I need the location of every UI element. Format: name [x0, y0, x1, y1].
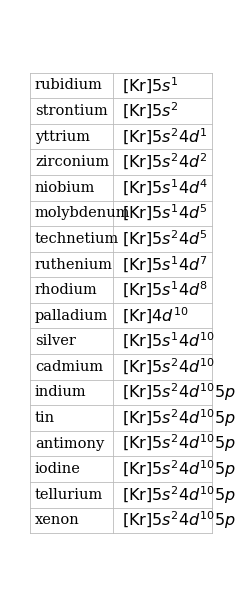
Text: $\mathrm{[Kr]5}s^{2}\mathrm{4}d^{2}$: $\mathrm{[Kr]5}s^{2}\mathrm{4}d^{2}$ — [122, 152, 208, 172]
Text: rhodium: rhodium — [35, 283, 98, 297]
Text: $\mathrm{[Kr]5}s^{2}\mathrm{4}d^{10}\mathrm{5}p^{5}$: $\mathrm{[Kr]5}s^{2}\mathrm{4}d^{10}\mat… — [122, 458, 236, 480]
Text: $\mathrm{[Kr]5}s^{2}\mathrm{4}d^{10}\mathrm{5}p^{4}$: $\mathrm{[Kr]5}s^{2}\mathrm{4}d^{10}\mat… — [122, 484, 236, 505]
Text: $\mathrm{[Kr]5}s^{1}\mathrm{4}d^{10}$: $\mathrm{[Kr]5}s^{1}\mathrm{4}d^{10}$ — [122, 331, 215, 351]
Text: zirconium: zirconium — [35, 155, 109, 169]
Text: $\mathrm{[Kr]5}s^{2}\mathrm{4}d^{10}\mathrm{5}p^{2}$: $\mathrm{[Kr]5}s^{2}\mathrm{4}d^{10}\mat… — [122, 407, 236, 429]
Text: tellurium: tellurium — [35, 488, 103, 502]
Text: $\mathrm{[Kr]5}s^{1}\mathrm{4}d^{4}$: $\mathrm{[Kr]5}s^{1}\mathrm{4}d^{4}$ — [122, 178, 208, 198]
Text: palladium: palladium — [35, 309, 108, 323]
Text: antimony: antimony — [35, 437, 104, 450]
Text: $\mathrm{[Kr]5}s^{2}\mathrm{4}d^{10}\mathrm{5}p^{1}$: $\mathrm{[Kr]5}s^{2}\mathrm{4}d^{10}\mat… — [122, 382, 236, 403]
Text: $\mathrm{[Kr]5}s^{1}\mathrm{4}d^{7}$: $\mathrm{[Kr]5}s^{1}\mathrm{4}d^{7}$ — [122, 255, 208, 274]
Text: $\mathrm{[Kr]5}s^{2}\mathrm{4}d^{5}$: $\mathrm{[Kr]5}s^{2}\mathrm{4}d^{5}$ — [122, 229, 208, 249]
Text: strontium: strontium — [35, 104, 108, 118]
Text: molybdenum: molybdenum — [35, 206, 131, 220]
Text: $\mathrm{[Kr]4}d^{10}$: $\mathrm{[Kr]4}d^{10}$ — [122, 306, 188, 326]
Text: ruthenium: ruthenium — [35, 258, 113, 271]
Text: cadmium: cadmium — [35, 360, 103, 374]
Text: technetium: technetium — [35, 232, 119, 246]
Text: $\mathrm{[Kr]5}s^{2}\mathrm{4}d^{10}$: $\mathrm{[Kr]5}s^{2}\mathrm{4}d^{10}$ — [122, 357, 215, 377]
Text: rubidium: rubidium — [35, 78, 103, 93]
Text: niobium: niobium — [35, 181, 95, 195]
Text: iodine: iodine — [35, 462, 81, 476]
Text: $\mathrm{[Kr]5}s^{2}\mathrm{4}d^{10}\mathrm{5}p^{3}$: $\mathrm{[Kr]5}s^{2}\mathrm{4}d^{10}\mat… — [122, 433, 236, 454]
Text: $\mathrm{[Kr]5}s^{1}\mathrm{4}d^{8}$: $\mathrm{[Kr]5}s^{1}\mathrm{4}d^{8}$ — [122, 280, 208, 300]
Text: silver: silver — [35, 334, 76, 348]
Text: indium: indium — [35, 386, 87, 399]
Text: $\mathrm{[Kr]5}s^{1}$: $\mathrm{[Kr]5}s^{1}$ — [122, 75, 179, 96]
Text: $\mathrm{[Kr]5}s^{2}\mathrm{4}d^{1}$: $\mathrm{[Kr]5}s^{2}\mathrm{4}d^{1}$ — [122, 127, 208, 147]
Text: $\mathrm{[Kr]5}s^{2}\mathrm{4}d^{10}\mathrm{5}p^{6}$: $\mathrm{[Kr]5}s^{2}\mathrm{4}d^{10}\mat… — [122, 509, 236, 531]
Text: $\mathrm{[Kr]5}s^{1}\mathrm{4}d^{5}$: $\mathrm{[Kr]5}s^{1}\mathrm{4}d^{5}$ — [122, 203, 208, 224]
Text: $\mathrm{[Kr]5}s^{2}$: $\mathrm{[Kr]5}s^{2}$ — [122, 101, 179, 121]
Text: tin: tin — [35, 411, 55, 425]
Text: xenon: xenon — [35, 513, 80, 527]
Text: yttrium: yttrium — [35, 130, 90, 144]
